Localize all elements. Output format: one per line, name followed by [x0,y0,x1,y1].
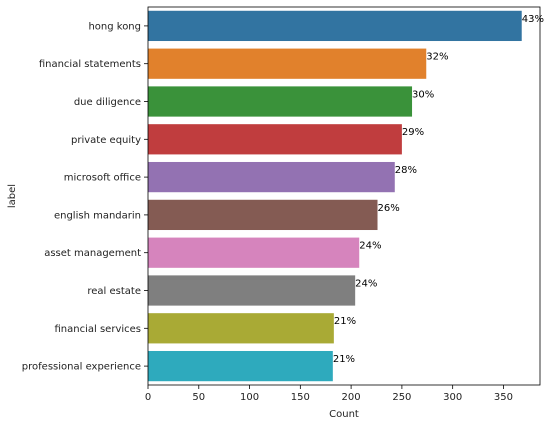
x-tick-label-200: 200 [342,392,361,403]
data-label-professional-experience: 21% [333,354,355,365]
data-label-hong-kong: 43% [522,14,544,25]
bar-due-diligence [148,86,413,117]
bar-real-estate [148,275,356,306]
x-tick-label-250: 250 [392,392,411,403]
bar-financial-statements [148,48,427,79]
y-tick-label-asset-management: asset management [44,248,141,259]
y-tick-label-microsoft-office: microsoft office [64,173,141,184]
data-label-financial-statements: 32% [426,52,448,63]
data-label-private-equity: 29% [402,127,424,138]
data-labels-group: 43% 32% 30% 29% 28% 26% 24% 24% 21% 21% [333,14,544,365]
x-axis-ticks: 0 50 100 150 200 250 300 350 [145,385,513,403]
bar-financial-services [148,313,334,344]
x-tick-label-150: 150 [291,392,310,403]
bar-asset-management [148,237,360,268]
y-axis-label: label [7,184,18,208]
y-tick-label-english-mandarin: english mandarin [54,210,141,221]
x-tick-label-50: 50 [192,392,205,403]
data-label-english-mandarin: 26% [378,203,400,214]
data-label-due-diligence: 30% [412,89,434,100]
bar-private-equity [148,124,402,155]
y-tick-label-professional-experience: professional experience [22,362,141,373]
y-tick-label-private-equity: private equity [71,135,141,146]
bar-english-mandarin [148,199,378,231]
data-label-financial-services: 21% [334,316,356,327]
bar-professional-experience [148,350,333,382]
y-tick-label-financial-services: financial services [55,324,142,335]
x-axis-label: Count [329,409,359,420]
y-tick-label-real-estate: real estate [87,286,141,297]
bar-microsoft-office [148,161,395,193]
x-tick-label-300: 300 [443,392,462,403]
bars-group [148,10,522,382]
y-tick-label-financial-statements: financial statements [39,59,141,70]
data-label-real-estate: 24% [355,278,377,289]
y-tick-label-due-diligence: due diligence [74,97,141,108]
x-tick-label-0: 0 [145,392,151,403]
x-tick-label-100: 100 [240,392,259,403]
y-axis-ticks: hong kong financial statements due diligen… [22,21,148,373]
bar-hong-kong [148,10,522,42]
x-tick-label-350: 350 [494,392,513,403]
data-label-asset-management: 24% [359,241,381,252]
y-tick-label-hong-kong: hong kong [88,21,141,32]
data-label-microsoft-office: 28% [395,165,417,176]
axes-frame [147,6,541,386]
